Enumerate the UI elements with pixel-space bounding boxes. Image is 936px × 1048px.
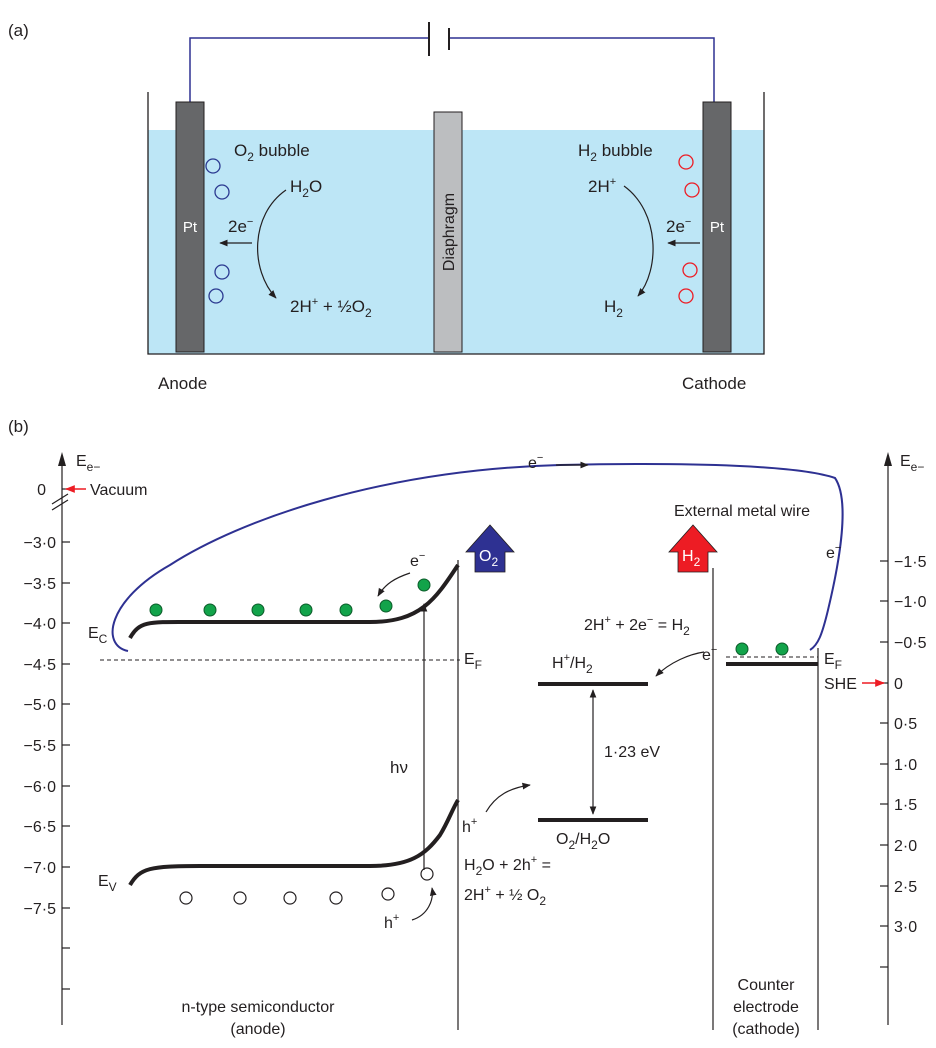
external-circuit-wire: [189, 37, 715, 102]
anode-reaction-arrow: [257, 189, 287, 299]
cathode-reaction-arrow: [623, 185, 654, 297]
hv-label: hν: [390, 758, 408, 777]
wire-electron-right-label: e−: [826, 542, 841, 562]
battery-icon: [428, 22, 450, 56]
left-tick-label: −3·5: [24, 576, 57, 593]
cathode-electrode: [702, 101, 732, 353]
right-tick-label: 2·0: [894, 838, 917, 855]
h2-reaction-label: 2H+ + 2e− = H2: [584, 614, 690, 638]
diaphragm-label: Diaphragm: [441, 193, 458, 271]
valence-band: [128, 798, 460, 887]
h2-bubble-label: H2 bubble: [578, 141, 653, 164]
h2-evolution-arrow-icon: [668, 524, 718, 573]
right-axis-tick-labels: −1·5 −1·0 −0·5 0 0·5 1·0 1·5 2·0 2·5 3·0: [894, 554, 927, 936]
electrolysis-cell: Pt Pt Diaphragm O2 bubble H2O 2e− 2H+ + …: [147, 22, 765, 355]
left-axis-tick-labels: 0 −3·0 −3·5 −4·0 −4·5 −5·0 −5·5 −6·0 −6·…: [24, 482, 57, 918]
conduction-band: [128, 563, 460, 640]
panel-b-label: (b): [8, 417, 29, 436]
o2-reaction-line2: 2H+ + ½ O2: [464, 884, 546, 908]
cathode-electrons: 2e−: [666, 216, 691, 236]
h-level-label: H+/H2: [552, 652, 593, 676]
hole-top-label: h+: [462, 816, 477, 836]
o2-reaction-line1: H2O + 2h+ =: [464, 854, 551, 878]
ec-label: EC: [88, 625, 108, 646]
cathode-product: H2: [604, 297, 623, 320]
left-tick-label: −4·0: [24, 616, 57, 633]
wire-electron-label: e−: [528, 452, 543, 472]
hole-arrow: [411, 887, 437, 921]
counter-electrons: [735, 642, 789, 656]
ef-left-label: EF: [464, 651, 482, 672]
counter-electron-arrow: [655, 651, 705, 677]
o-level-label: O2/H2O: [556, 831, 610, 852]
left-tick-label: −6·0: [24, 779, 57, 796]
left-tick-label: −5·5: [24, 738, 57, 755]
external-wire-label: External metal wire: [674, 503, 810, 520]
external-metal-wire: [111, 463, 844, 652]
right-axis-title: Ee−: [900, 453, 924, 474]
ef-right-label: EF: [824, 651, 842, 672]
anode-products: 2H+ + ½O2: [290, 296, 372, 320]
she-label: SHE: [824, 676, 857, 693]
left-energy-axis: [51, 452, 70, 1025]
right-tick-label: −0·5: [894, 635, 927, 652]
cathode-pt-label: Pt: [710, 219, 725, 236]
counter-electron-label: e−: [702, 644, 717, 664]
panel-a-label: (a): [8, 21, 29, 40]
left-tick-label: 0: [37, 482, 46, 499]
right-energy-axis: [880, 452, 892, 1025]
anode-electrode: [175, 101, 205, 353]
right-tick-label: 0: [894, 676, 903, 693]
left-tick-label: −4·5: [24, 657, 57, 674]
hole-bottom-label: h+: [384, 912, 399, 932]
left-tick-label: −5·0: [24, 697, 57, 714]
anode-reactant: H2O: [290, 177, 322, 200]
right-tick-label: 3·0: [894, 919, 917, 936]
valence-holes: [179, 867, 434, 905]
diaphragm: [433, 111, 463, 353]
o2-bubble-label: O2 bubble: [234, 141, 310, 164]
counter-label-1: Counter: [738, 977, 796, 994]
cathode-reactant: 2H+: [588, 176, 616, 196]
right-tick-label: 2·5: [894, 879, 917, 896]
o2-arrow-label: O2: [479, 548, 498, 569]
right-tick-label: 1·5: [894, 797, 917, 814]
hole-transfer-arrow: [485, 782, 531, 813]
h2-arrow-label: H2: [682, 548, 701, 569]
right-tick-label: −1·0: [894, 594, 927, 611]
semiconductor-label-2: (anode): [230, 1021, 285, 1038]
counter-label-3: (cathode): [732, 1021, 800, 1038]
vacuum-label: Vacuum: [90, 482, 148, 499]
right-tick-label: −1·5: [894, 554, 927, 571]
anode-pt-label: Pt: [183, 219, 198, 236]
right-tick-label: 0·5: [894, 716, 917, 733]
conduction-electrons: [149, 578, 431, 617]
left-axis-title: Ee−: [76, 453, 100, 474]
left-tick-label: −3·0: [24, 535, 57, 552]
left-tick-label: −7·5: [24, 901, 57, 918]
semiconductor-label-1: n-type semiconductor: [182, 999, 336, 1016]
gap-label: 1·23 eV: [604, 744, 660, 761]
right-tick-label: 1·0: [894, 757, 917, 774]
counter-label-2: electrode: [733, 999, 799, 1016]
cb-electron-label: e−: [410, 550, 425, 570]
ev-label: EV: [98, 873, 117, 894]
anode-label: Anode: [158, 374, 207, 393]
anode-electrons: 2e−: [228, 216, 253, 236]
o2-bubbles: [205, 158, 230, 304]
left-tick-label: −7·0: [24, 860, 57, 877]
cathode-label: Cathode: [682, 374, 746, 393]
tank-outline: [147, 92, 765, 355]
o2-evolution-arrow-icon: [465, 524, 515, 573]
cb-electron-arrow: [377, 572, 411, 597]
left-tick-label: −6·5: [24, 819, 57, 836]
h2-bubbles: [678, 154, 700, 304]
